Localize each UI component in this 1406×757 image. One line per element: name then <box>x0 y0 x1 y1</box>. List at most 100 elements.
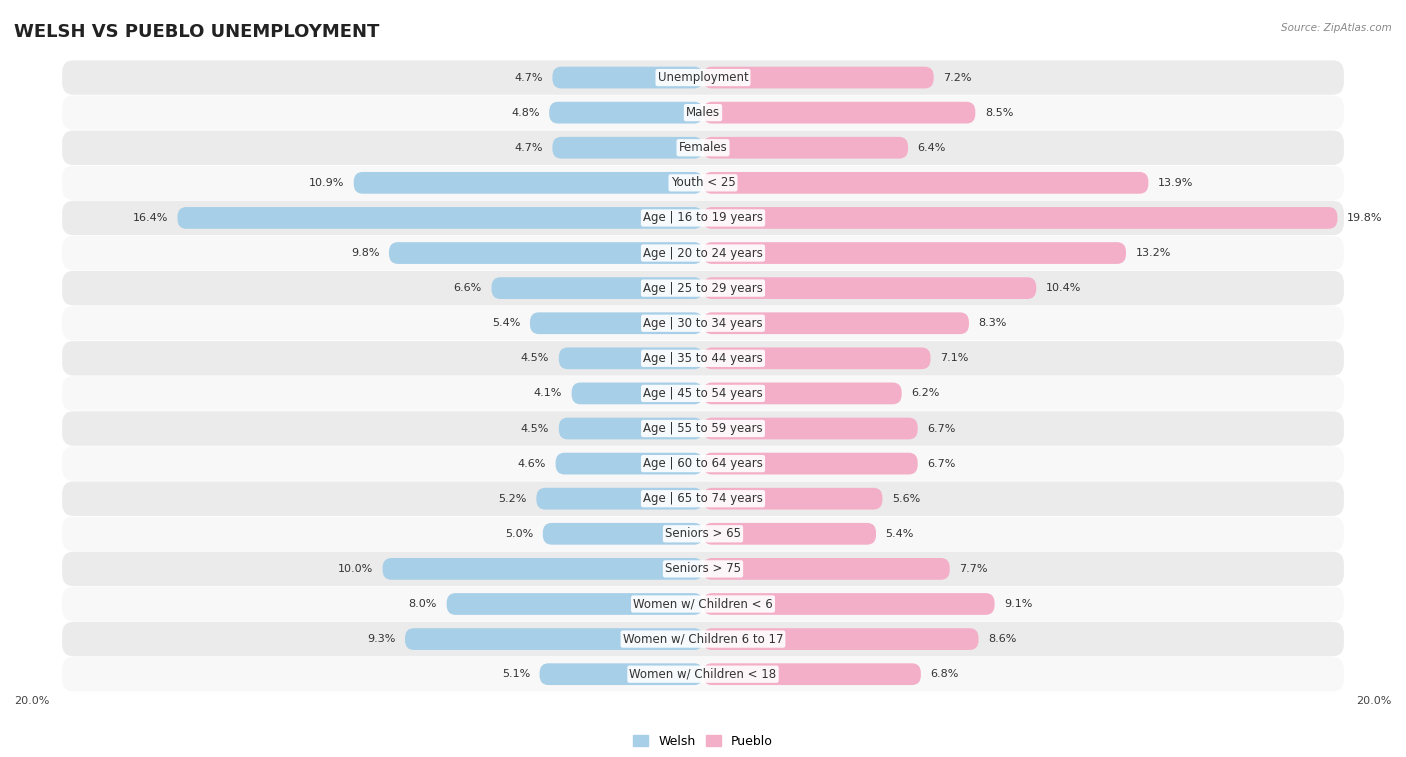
Text: 4.7%: 4.7% <box>515 73 543 83</box>
FancyBboxPatch shape <box>354 172 703 194</box>
FancyBboxPatch shape <box>62 130 1344 165</box>
FancyBboxPatch shape <box>703 488 883 509</box>
Text: 7.1%: 7.1% <box>941 354 969 363</box>
Text: 6.4%: 6.4% <box>918 143 946 153</box>
FancyBboxPatch shape <box>62 271 1344 305</box>
FancyBboxPatch shape <box>62 166 1344 200</box>
Text: Age | 20 to 24 years: Age | 20 to 24 years <box>643 247 763 260</box>
FancyBboxPatch shape <box>382 558 703 580</box>
Text: 5.4%: 5.4% <box>492 318 520 329</box>
FancyBboxPatch shape <box>572 382 703 404</box>
FancyBboxPatch shape <box>543 523 703 545</box>
FancyBboxPatch shape <box>540 663 703 685</box>
FancyBboxPatch shape <box>530 313 703 334</box>
Text: 9.8%: 9.8% <box>352 248 380 258</box>
FancyBboxPatch shape <box>703 663 921 685</box>
FancyBboxPatch shape <box>703 628 979 650</box>
Text: Age | 65 to 74 years: Age | 65 to 74 years <box>643 492 763 505</box>
FancyBboxPatch shape <box>177 207 703 229</box>
Text: 6.7%: 6.7% <box>928 459 956 469</box>
Text: 7.7%: 7.7% <box>959 564 988 574</box>
Text: Age | 60 to 64 years: Age | 60 to 64 years <box>643 457 763 470</box>
FancyBboxPatch shape <box>389 242 703 264</box>
FancyBboxPatch shape <box>62 657 1344 691</box>
FancyBboxPatch shape <box>703 558 949 580</box>
FancyBboxPatch shape <box>703 277 1036 299</box>
Text: 5.0%: 5.0% <box>505 529 533 539</box>
FancyBboxPatch shape <box>62 411 1344 446</box>
Text: Source: ZipAtlas.com: Source: ZipAtlas.com <box>1281 23 1392 33</box>
FancyBboxPatch shape <box>550 101 703 123</box>
FancyBboxPatch shape <box>703 313 969 334</box>
FancyBboxPatch shape <box>558 347 703 369</box>
Text: 6.2%: 6.2% <box>911 388 939 398</box>
FancyBboxPatch shape <box>703 347 931 369</box>
Text: 16.4%: 16.4% <box>132 213 167 223</box>
FancyBboxPatch shape <box>555 453 703 475</box>
FancyBboxPatch shape <box>703 242 1126 264</box>
Text: 10.0%: 10.0% <box>337 564 373 574</box>
Text: Seniors > 65: Seniors > 65 <box>665 528 741 540</box>
Text: 20.0%: 20.0% <box>14 696 49 706</box>
Text: 8.6%: 8.6% <box>988 634 1017 644</box>
FancyBboxPatch shape <box>62 341 1344 375</box>
FancyBboxPatch shape <box>536 488 703 509</box>
FancyBboxPatch shape <box>703 453 918 475</box>
FancyBboxPatch shape <box>703 101 976 123</box>
Text: Age | 45 to 54 years: Age | 45 to 54 years <box>643 387 763 400</box>
Text: Women w/ Children 6 to 17: Women w/ Children 6 to 17 <box>623 633 783 646</box>
FancyBboxPatch shape <box>62 481 1344 516</box>
Text: Youth < 25: Youth < 25 <box>671 176 735 189</box>
FancyBboxPatch shape <box>62 447 1344 481</box>
FancyBboxPatch shape <box>62 587 1344 621</box>
FancyBboxPatch shape <box>492 277 703 299</box>
FancyBboxPatch shape <box>703 137 908 159</box>
Text: Age | 25 to 29 years: Age | 25 to 29 years <box>643 282 763 294</box>
FancyBboxPatch shape <box>553 67 703 89</box>
FancyBboxPatch shape <box>62 376 1344 410</box>
Text: Females: Females <box>679 142 727 154</box>
Text: 4.7%: 4.7% <box>515 143 543 153</box>
Text: Seniors > 75: Seniors > 75 <box>665 562 741 575</box>
Text: 4.5%: 4.5% <box>520 423 550 434</box>
Text: 8.5%: 8.5% <box>986 107 1014 117</box>
Text: Males: Males <box>686 106 720 119</box>
FancyBboxPatch shape <box>703 207 1337 229</box>
FancyBboxPatch shape <box>703 172 1149 194</box>
Text: Age | 55 to 59 years: Age | 55 to 59 years <box>643 422 763 435</box>
FancyBboxPatch shape <box>62 95 1344 130</box>
Text: 4.5%: 4.5% <box>520 354 550 363</box>
FancyBboxPatch shape <box>558 418 703 439</box>
Text: Age | 35 to 44 years: Age | 35 to 44 years <box>643 352 763 365</box>
Text: Women w/ Children < 18: Women w/ Children < 18 <box>630 668 776 681</box>
Text: 4.1%: 4.1% <box>534 388 562 398</box>
Text: Unemployment: Unemployment <box>658 71 748 84</box>
Text: 6.6%: 6.6% <box>454 283 482 293</box>
Text: 6.8%: 6.8% <box>931 669 959 679</box>
Legend: Welsh, Pueblo: Welsh, Pueblo <box>628 730 778 753</box>
FancyBboxPatch shape <box>62 306 1344 341</box>
Text: 5.1%: 5.1% <box>502 669 530 679</box>
Text: 10.9%: 10.9% <box>309 178 344 188</box>
Text: 9.1%: 9.1% <box>1004 599 1032 609</box>
Text: WELSH VS PUEBLO UNEMPLOYMENT: WELSH VS PUEBLO UNEMPLOYMENT <box>14 23 380 41</box>
FancyBboxPatch shape <box>703 523 876 545</box>
FancyBboxPatch shape <box>553 137 703 159</box>
Text: 5.2%: 5.2% <box>498 494 527 503</box>
Text: 5.4%: 5.4% <box>886 529 914 539</box>
Text: 20.0%: 20.0% <box>1357 696 1392 706</box>
FancyBboxPatch shape <box>62 622 1344 656</box>
FancyBboxPatch shape <box>62 201 1344 235</box>
FancyBboxPatch shape <box>703 67 934 89</box>
Text: 7.2%: 7.2% <box>943 73 972 83</box>
FancyBboxPatch shape <box>703 382 901 404</box>
Text: 6.7%: 6.7% <box>928 423 956 434</box>
Text: 8.0%: 8.0% <box>409 599 437 609</box>
Text: Women w/ Children < 6: Women w/ Children < 6 <box>633 597 773 610</box>
FancyBboxPatch shape <box>62 236 1344 270</box>
Text: 4.8%: 4.8% <box>510 107 540 117</box>
FancyBboxPatch shape <box>703 418 918 439</box>
FancyBboxPatch shape <box>447 593 703 615</box>
Text: 9.3%: 9.3% <box>367 634 395 644</box>
Text: 19.8%: 19.8% <box>1347 213 1382 223</box>
